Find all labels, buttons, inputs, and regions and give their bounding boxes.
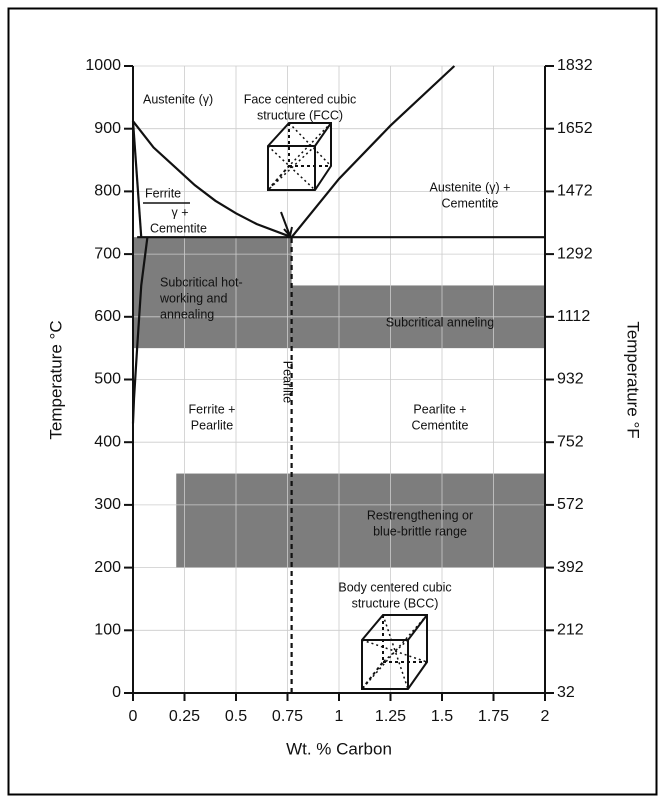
y2-tick-label: 1472 [557,183,593,200]
shaded-band [176,474,545,568]
y-tick-label: 200 [94,559,121,576]
region-label: Cementite [412,418,469,432]
region-label: Pearlite [191,418,233,432]
x-axis-title: Wt. % Carbon [286,739,392,758]
y2-tick-label: 32 [557,684,575,701]
region-label: structure (FCC) [257,108,343,122]
y-tick-label: 500 [94,371,121,388]
y2-tick-label: 572 [557,496,584,513]
region-label: γ + [171,205,188,219]
region-label: structure (BCC) [352,596,439,610]
y2-tick-label: 1292 [557,245,593,262]
phase-line [133,121,141,237]
y-tick-label: 300 [94,496,121,513]
y-tick-label: 1000 [85,57,121,74]
x-tick-label: 1 [335,708,344,725]
bcc-cube [362,615,427,689]
y2-tick-label: 1832 [557,57,593,74]
region-label: Face centered cubic [244,92,357,106]
region-label: Austenite (γ) [143,92,213,106]
region-label: Pearlite + [413,402,466,416]
y2-tick-label: 392 [557,559,584,576]
region-label: Subcritical anneling [386,315,494,329]
y2-tick-label: 1652 [557,120,593,137]
arrow [281,212,292,236]
grid [124,66,554,701]
region-label: Austenite (γ) + [430,180,511,194]
region-label: Subcritical hot- [160,275,243,289]
y-axis-title: Temperature °C [46,320,65,439]
y-tick-label: 0 [112,684,121,701]
fcc-cube [268,123,331,190]
region-label: Body centered cubic [338,580,451,594]
y-tick-label: 100 [94,622,121,639]
x-tick-label: 0.75 [272,708,303,725]
chart: 0 100 200 300 400 500 600 700 800 900 1000 32 212 392… [0,0,665,803]
y-tick-label: 900 [94,120,121,137]
region-label: Cementite [442,196,499,210]
x-tick-label: 0.25 [169,708,200,725]
x-tick-label: 2 [541,708,550,725]
y-tick-label: 700 [94,245,121,262]
x-tick-label: 1.5 [431,708,453,725]
y2-tick-label: 1112 [557,308,590,325]
y-tick-label: 800 [94,183,121,200]
region-label: annealing [160,307,214,321]
region-label: Cementite [150,221,207,235]
x-tick-label: 0 [129,708,138,725]
region-label: Pearlite [281,361,295,403]
x-tick-label: 0.5 [225,708,247,725]
region-label: working and [159,291,227,305]
y2-tick-label: 212 [557,622,584,639]
y-tick-label: 400 [94,433,121,450]
region-label: Restrengthening or [367,508,473,522]
region-label: Ferrite + [189,402,236,416]
x-tick-label: 1.75 [478,708,509,725]
y2-axis-title: Temperature °F [624,321,643,438]
y-tick-label: 600 [94,308,121,325]
y2-tick-label: 932 [557,371,584,388]
x-tick-label: 1.25 [375,708,406,725]
region-label: Ferrite [145,186,181,200]
region-label: blue-brittle range [373,524,467,538]
y2-tick-label: 752 [557,433,584,450]
